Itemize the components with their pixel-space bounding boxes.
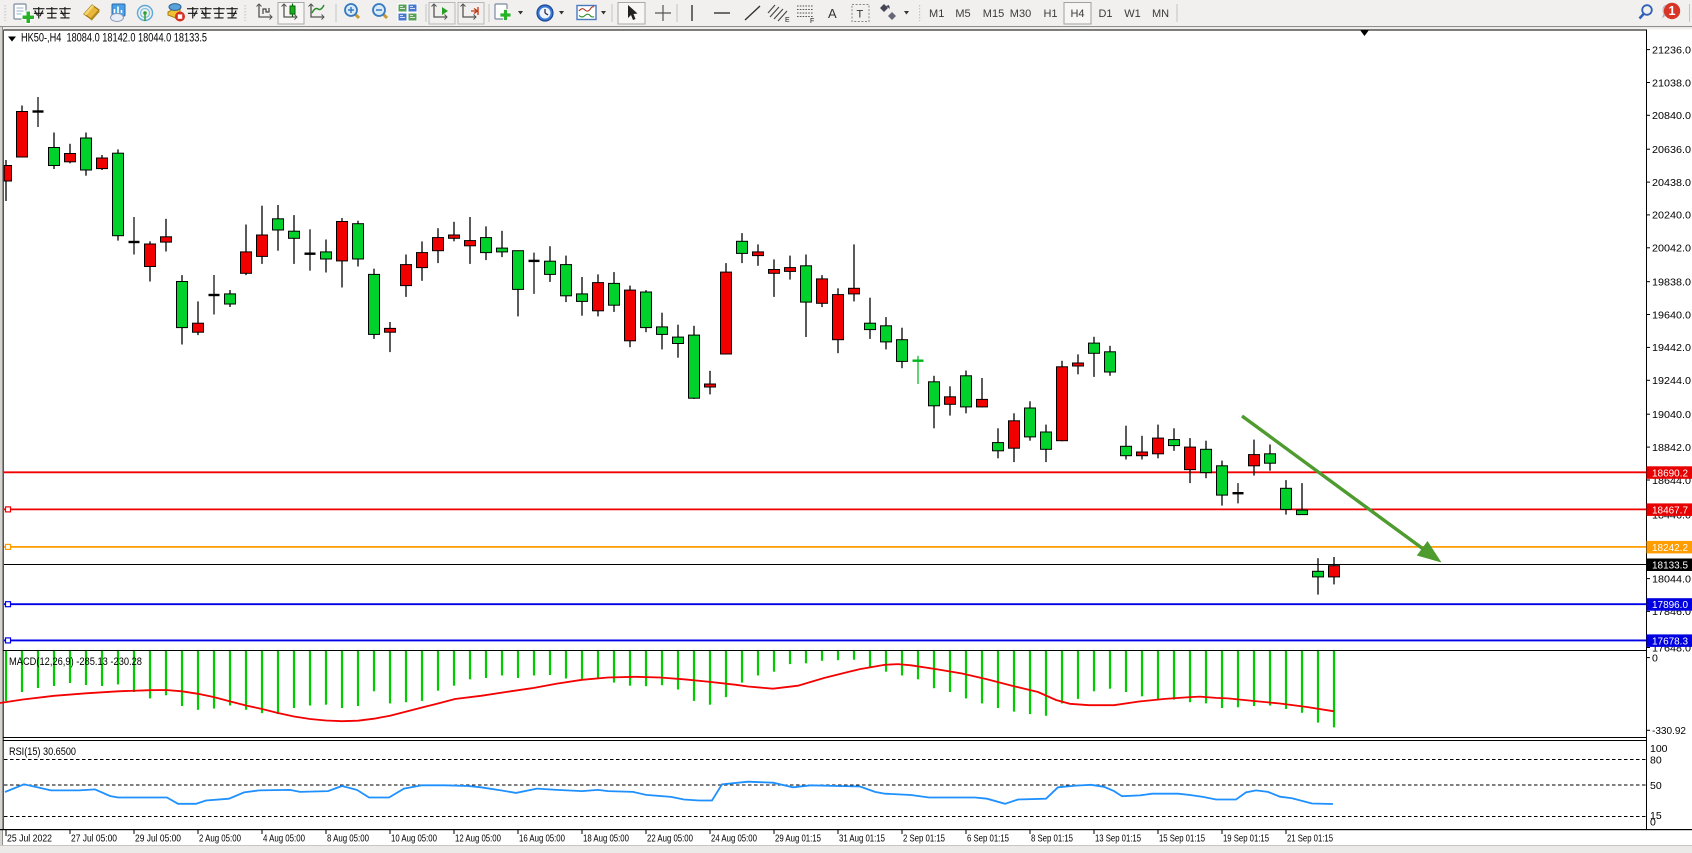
svg-text:17896.0: 17896.0 <box>1652 599 1688 611</box>
svg-text:19244.0: 19244.0 <box>1652 375 1691 387</box>
svg-text:0: 0 <box>1652 652 1658 664</box>
svg-text:D1: D1 <box>1098 8 1112 20</box>
svg-text:T: T <box>857 9 864 21</box>
svg-text:80: 80 <box>1650 754 1662 766</box>
svg-text:10 Aug 05:00: 10 Aug 05:00 <box>391 833 437 845</box>
svg-text:15: 15 <box>1650 810 1662 822</box>
svg-text:21236.0: 21236.0 <box>1652 44 1691 56</box>
svg-text:H4: H4 <box>1070 8 1084 20</box>
svg-text:E: E <box>785 17 790 24</box>
svg-text:4 Aug 05:00: 4 Aug 05:00 <box>263 833 305 845</box>
svg-text:21 Sep 01:15: 21 Sep 01:15 <box>1287 833 1333 845</box>
svg-text:50: 50 <box>1650 780 1662 792</box>
svg-text:RSI(15) 30.6500: RSI(15) 30.6500 <box>9 746 76 758</box>
svg-text:2 Sep 01:15: 2 Sep 01:15 <box>903 833 945 845</box>
svg-text:M5: M5 <box>955 8 970 20</box>
svg-text:6 Sep 01:15: 6 Sep 01:15 <box>967 833 1009 845</box>
svg-text:20042.0: 20042.0 <box>1652 243 1691 255</box>
svg-text:20240.0: 20240.0 <box>1652 210 1691 222</box>
svg-text:19442.0: 19442.0 <box>1652 342 1691 354</box>
svg-text:20438.0: 20438.0 <box>1652 177 1691 189</box>
svg-text:18467.7: 18467.7 <box>1652 504 1688 516</box>
svg-text:15 Sep 01:15: 15 Sep 01:15 <box>1159 833 1205 845</box>
svg-text:MACD(12,26,9) -285.13 -230.28: MACD(12,26,9) -285.13 -230.28 <box>9 656 142 668</box>
svg-text:18 Aug 05:00: 18 Aug 05:00 <box>583 833 629 845</box>
svg-text:M15: M15 <box>983 8 1004 20</box>
svg-text:19640.0: 19640.0 <box>1652 309 1691 321</box>
svg-text:F: F <box>810 18 814 25</box>
svg-text:HK50-,H4 18084.0 18142.0 1804: HK50-,H4 18084.0 18142.0 18044.0 18133.5 <box>21 33 207 45</box>
svg-text:MN: MN <box>1152 8 1169 20</box>
svg-text:18690.2: 18690.2 <box>1652 467 1688 479</box>
svg-text:20840.0: 20840.0 <box>1652 110 1691 122</box>
svg-text:A: A <box>828 6 837 21</box>
svg-text:17678.3: 17678.3 <box>1652 635 1688 647</box>
svg-text:25 Jul 2022: 25 Jul 2022 <box>7 833 52 845</box>
svg-text:18242.2: 18242.2 <box>1652 542 1688 554</box>
svg-text:18133.5: 18133.5 <box>1652 560 1688 572</box>
svg-text:12 Aug 05:00: 12 Aug 05:00 <box>455 833 501 845</box>
svg-text:8 Sep 01:15: 8 Sep 01:15 <box>1031 833 1073 845</box>
svg-text:0: 0 <box>1650 817 1656 829</box>
svg-text:1: 1 <box>1669 4 1676 18</box>
svg-text:M30: M30 <box>1010 8 1031 20</box>
svg-text:18842.0: 18842.0 <box>1652 442 1691 454</box>
svg-text:H1: H1 <box>1043 8 1057 20</box>
svg-text:2 Aug 05:00: 2 Aug 05:00 <box>199 833 241 845</box>
svg-text:W1: W1 <box>1124 8 1141 20</box>
svg-text:29 Jul 05:00: 29 Jul 05:00 <box>135 833 181 845</box>
svg-text:-330.92: -330.92 <box>1652 725 1686 737</box>
svg-text:13 Sep 01:15: 13 Sep 01:15 <box>1095 833 1141 845</box>
svg-text:M1: M1 <box>929 8 944 20</box>
svg-text:22 Aug 05:00: 22 Aug 05:00 <box>647 833 693 845</box>
svg-text:8 Aug 05:00: 8 Aug 05:00 <box>327 833 369 845</box>
svg-text:100: 100 <box>1650 743 1668 755</box>
svg-text:24 Aug 05:00: 24 Aug 05:00 <box>711 833 757 845</box>
svg-text:18044.0: 18044.0 <box>1652 573 1691 585</box>
svg-text:27 Jul 05:00: 27 Jul 05:00 <box>71 833 117 845</box>
svg-text:29 Aug 01:15: 29 Aug 01:15 <box>775 833 821 845</box>
svg-text:21038.0: 21038.0 <box>1652 77 1691 89</box>
svg-text:31 Aug 01:15: 31 Aug 01:15 <box>839 833 885 845</box>
svg-text:20636.0: 20636.0 <box>1652 144 1691 156</box>
svg-text:19838.0: 19838.0 <box>1652 277 1691 289</box>
svg-text:19 Sep 01:15: 19 Sep 01:15 <box>1223 833 1269 845</box>
svg-text:16 Aug 05:00: 16 Aug 05:00 <box>519 833 565 845</box>
svg-text:19040.0: 19040.0 <box>1652 409 1691 421</box>
